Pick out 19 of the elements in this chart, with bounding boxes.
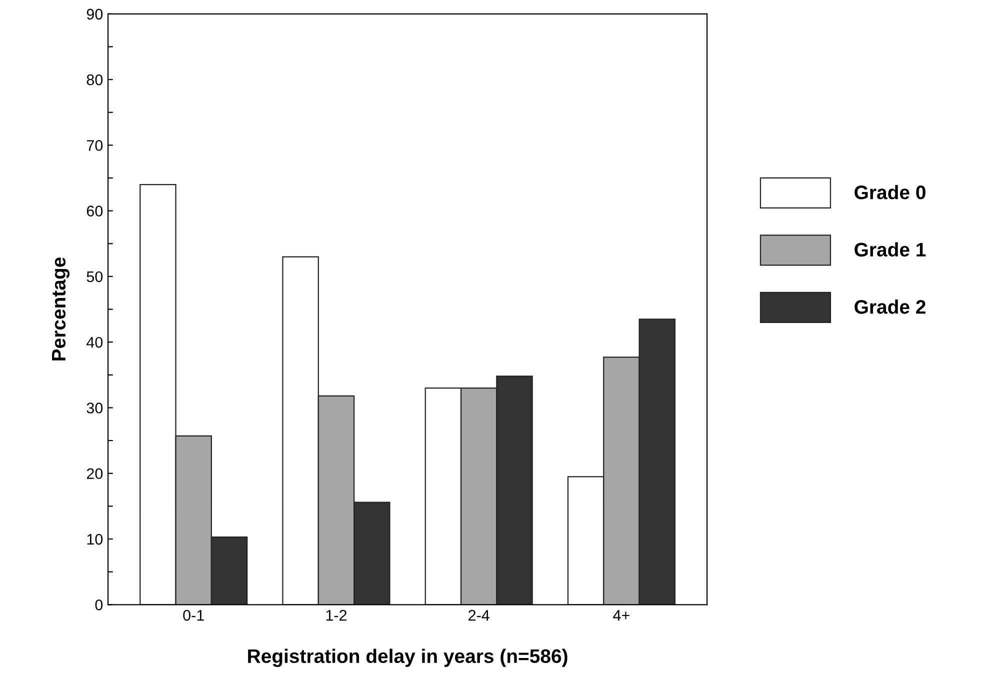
x-tick-label: 0-1 — [183, 610, 204, 621]
x-axis-title: Registration delay in years (n=586) — [248, 648, 568, 667]
y-tick-label: 80 — [86, 74, 103, 86]
y-tick-label: 90 — [86, 8, 103, 20]
legend-label: Grade 1 — [854, 242, 926, 257]
y-tick-label: 30 — [86, 402, 103, 414]
x-tick-label: 2-4 — [468, 610, 490, 621]
y-tick-label: 0 — [95, 600, 103, 610]
legend-label: Grade 2 — [854, 300, 926, 314]
y-tick-label: 40 — [86, 336, 103, 348]
y-tick-label: 50 — [86, 271, 103, 282]
y-tick-label: 70 — [86, 140, 103, 151]
x-tick-label: 4+ — [613, 610, 630, 621]
y-axis-title: Percentage — [52, 258, 70, 360]
x-tick-label: 1-2 — [326, 610, 346, 621]
legend-label: Grade 0 — [854, 185, 926, 200]
y-tick-label: 20 — [86, 468, 103, 480]
y-tick-label: 10 — [87, 534, 103, 545]
y-tick-label: 60 — [86, 206, 103, 217]
